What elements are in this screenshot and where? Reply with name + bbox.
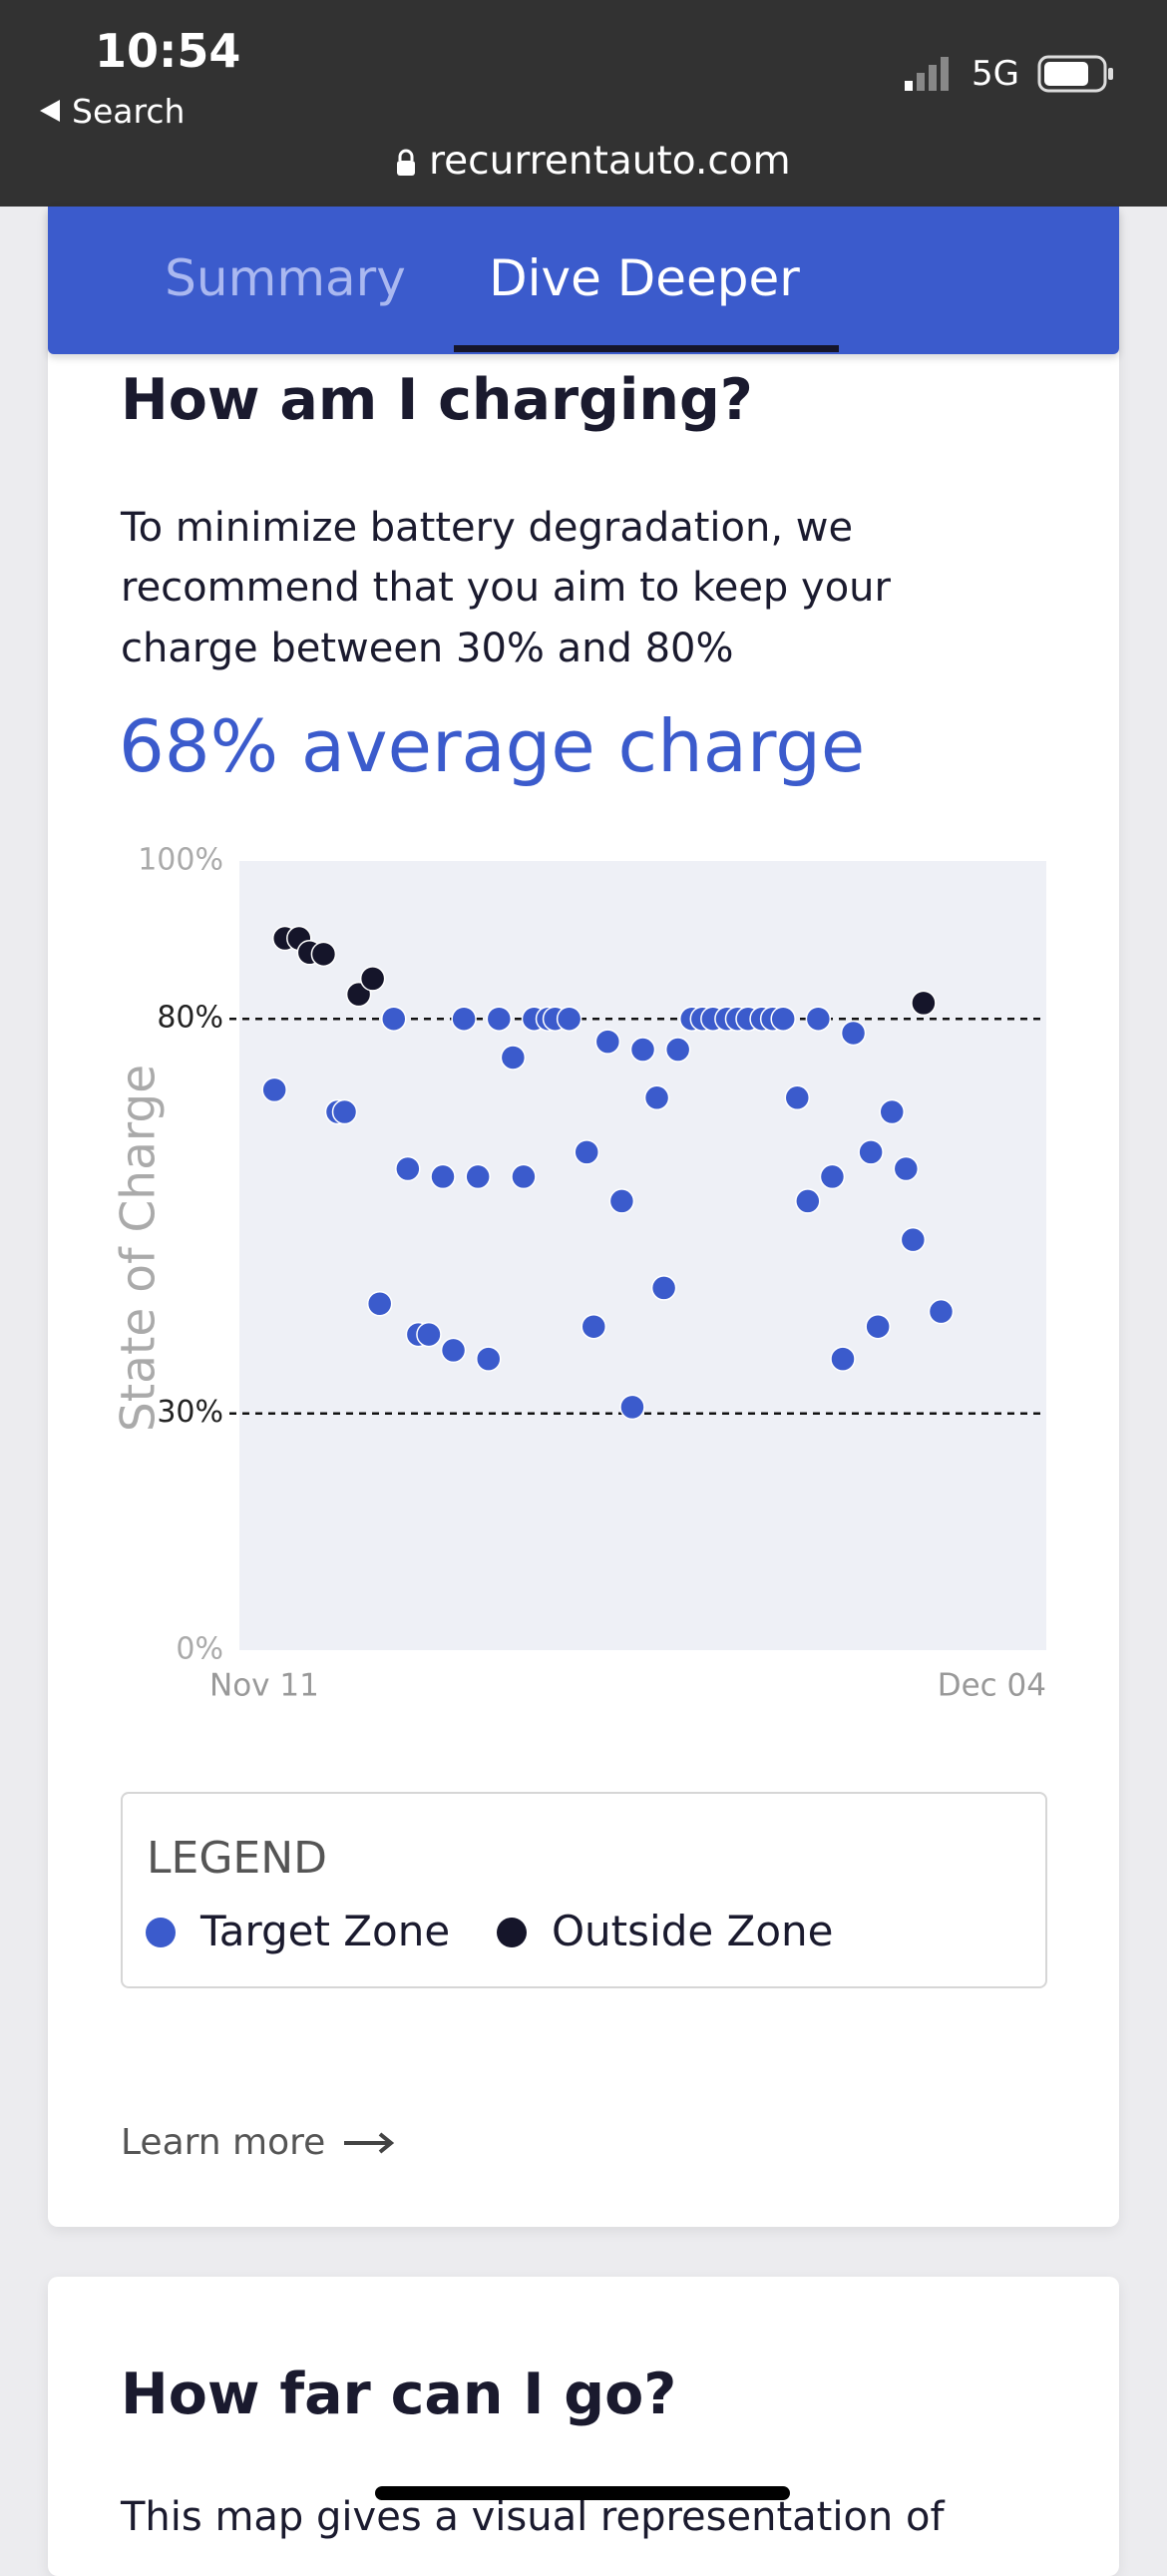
card-title: How far can I go?: [121, 2361, 677, 2427]
description: This map gives a visual representation o…: [121, 2494, 945, 2540]
data-point: [581, 1313, 607, 1340]
data-point: [795, 1188, 821, 1214]
data-point: [819, 1163, 846, 1190]
legend-label: Outside Zone: [552, 1907, 834, 1955]
data-point: [784, 1084, 811, 1111]
data-point: [858, 1139, 884, 1165]
data-point: [664, 1037, 691, 1063]
y-tick-label: 0%: [176, 1632, 223, 1667]
data-point: [830, 1346, 856, 1372]
learn-more[interactable]: Learn more: [121, 2122, 326, 2163]
legend-marker: [146, 1918, 176, 1947]
data-point: [928, 1298, 955, 1325]
data-point: [261, 1076, 287, 1103]
data-point: [500, 1045, 527, 1071]
data-point: [465, 1163, 491, 1190]
tab-bar: [48, 207, 1119, 354]
data-point: [331, 1098, 358, 1125]
data-point: [643, 1084, 670, 1111]
data-point: [486, 1006, 513, 1032]
data-point: [594, 1029, 621, 1055]
legend-title: LEGEND: [147, 1833, 328, 1884]
data-point: [395, 1155, 421, 1182]
data-point: [556, 1006, 583, 1032]
tab-underline: [454, 345, 839, 352]
home-indicator: [375, 2486, 790, 2500]
data-point: [381, 1006, 407, 1032]
tab[interactable]: Summary: [165, 249, 406, 307]
data-point: [451, 1006, 477, 1032]
status-bar: 10:54 Search 5G recurrentauto.com: [0, 0, 1167, 207]
signal-icon: [905, 57, 949, 91]
legend-label: Target Zone: [200, 1907, 451, 1955]
data-point: [840, 1020, 867, 1047]
network: 5G: [972, 54, 1019, 94]
data-point: [574, 1139, 599, 1165]
chart: State of Charge 0% 30% 80% 100% Nov 11 Dec 04: [112, 843, 1046, 1704]
data-point: [416, 1321, 442, 1348]
data-point: [359, 966, 386, 992]
lock-icon: [397, 149, 415, 176]
legend-marker: [497, 1918, 527, 1947]
description: charge between 30% and 80%: [121, 626, 734, 671]
url: recurrentauto.com: [429, 139, 791, 184]
x-tick-label: Dec 04: [938, 1668, 1046, 1704]
card-title: How am I charging?: [121, 367, 753, 433]
data-point: [366, 1291, 393, 1317]
tab-active[interactable]: Dive Deeper: [489, 249, 800, 307]
back-arrow[interactable]: [38, 98, 64, 124]
plot-area: [239, 861, 1046, 1650]
data-point: [440, 1337, 467, 1364]
data-point: [511, 1163, 537, 1190]
data-point: [629, 1037, 656, 1063]
clock: 10:54: [95, 24, 241, 78]
arrow-icon[interactable]: [344, 2131, 396, 2155]
data-point: [893, 1155, 920, 1182]
y-tick-label: 80%: [157, 1001, 223, 1036]
data-point: [911, 990, 937, 1017]
data-point: [310, 941, 337, 968]
battery-icon: [1037, 55, 1113, 93]
y-axis-title: State of Charge: [112, 1065, 167, 1432]
data-point: [650, 1275, 677, 1301]
data-point: [475, 1346, 502, 1372]
y-tick-label: 30%: [157, 1395, 223, 1430]
data-point: [430, 1163, 456, 1190]
description: recommend that you aim to keep your: [121, 565, 891, 611]
y-tick-label: 100%: [138, 843, 223, 878]
back-link[interactable]: Search: [72, 92, 186, 131]
data-point: [805, 1006, 832, 1032]
data-point: [865, 1313, 891, 1340]
data-point: [770, 1006, 796, 1032]
data-point: [900, 1226, 927, 1253]
average-charge: 68% average charge: [119, 704, 866, 788]
data-point: [608, 1188, 635, 1214]
legend: [121, 1792, 1047, 1988]
x-tick-label: Nov 11: [209, 1668, 319, 1704]
data-point: [879, 1098, 905, 1125]
description: To minimize battery degradation, we: [121, 505, 854, 551]
data-point: [619, 1394, 645, 1421]
